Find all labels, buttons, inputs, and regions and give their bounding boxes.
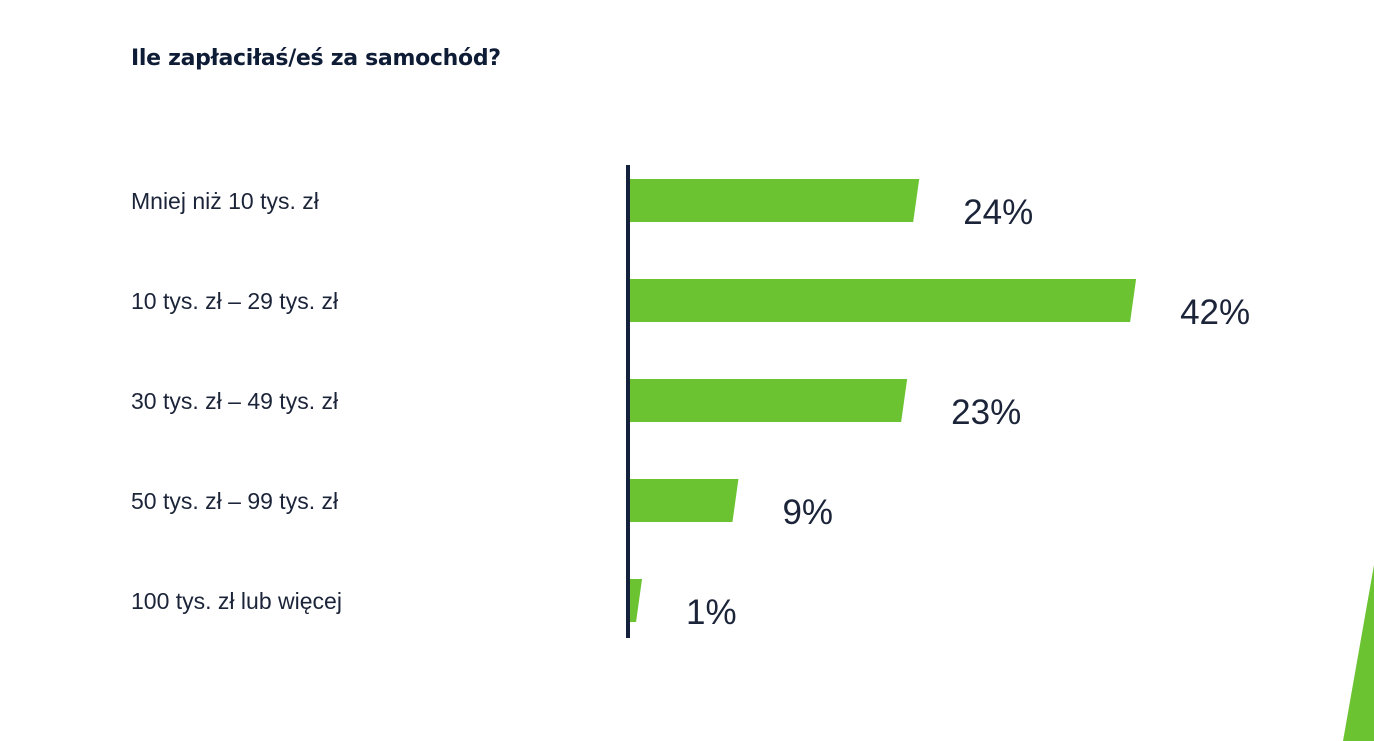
category-label: 30 tys. zł – 49 tys. zł xyxy=(131,388,338,414)
category-label: 10 tys. zł – 29 tys. zł xyxy=(131,288,338,314)
bar xyxy=(630,279,1137,322)
y-axis-line xyxy=(626,165,630,638)
decorative-green-triangle xyxy=(1343,565,1374,741)
data-label: 23% xyxy=(951,393,1021,432)
data-label: 1% xyxy=(686,593,737,632)
category-label: 100 tys. zł lub więcej xyxy=(131,588,342,614)
data-label: 9% xyxy=(782,493,833,532)
bar xyxy=(630,179,920,222)
bar xyxy=(630,379,908,422)
category-label: 50 tys. zł – 99 tys. zł xyxy=(131,488,338,514)
bar xyxy=(630,579,643,622)
data-label: 24% xyxy=(963,193,1033,232)
chart-title: Ile zapłaciłaś/eś za samochód? xyxy=(131,46,501,71)
bar xyxy=(630,479,739,522)
data-label: 42% xyxy=(1180,293,1250,332)
category-label: Mniej niż 10 tys. zł xyxy=(131,188,319,214)
